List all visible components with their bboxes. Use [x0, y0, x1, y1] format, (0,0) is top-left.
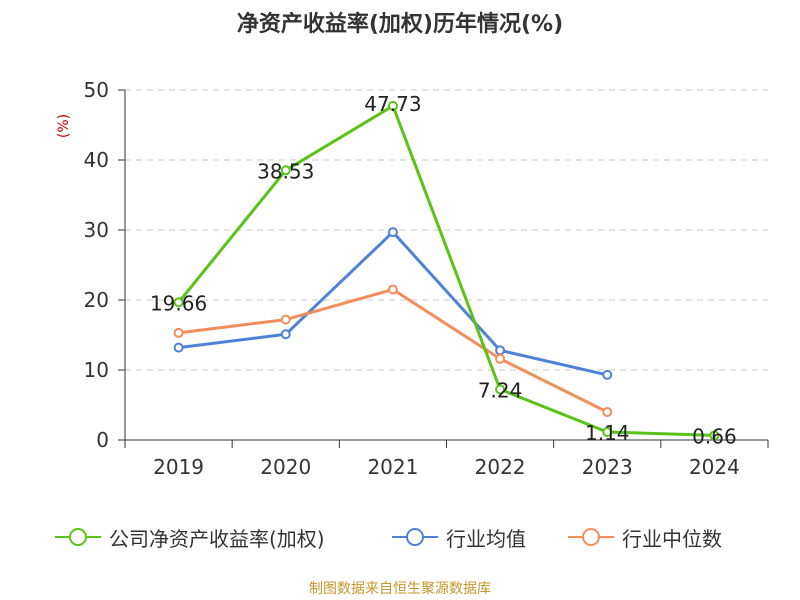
- y-tick-label-4: 40: [84, 148, 109, 172]
- x-tick-label-2020: 2020: [260, 455, 311, 479]
- series-1-point-2019: [173, 342, 184, 353]
- series-2-point-2023: [602, 407, 613, 417]
- series-1-point-2021: [387, 227, 398, 238]
- legend-item-industry-median[interactable]: 行业中位数: [568, 522, 722, 552]
- data-label-2024: 0.66: [692, 424, 737, 448]
- y-tick-label-2: 20: [84, 288, 109, 312]
- x-tick-label-2023: 2023: [582, 455, 633, 479]
- legend-item-company-roe[interactable]: 公司净资产收益率(加权): [55, 522, 325, 552]
- series-2-point-2019: [173, 327, 184, 338]
- series-0-point-2024: [709, 430, 720, 441]
- x-tick-label-2021: 2021: [367, 455, 418, 479]
- legend-label-company-roe: 公司净资产收益率(加权): [109, 526, 325, 551]
- data-label-2022: 7.24: [478, 378, 523, 402]
- y-axis-label: (%): [56, 114, 72, 138]
- series-2-point-2022: [495, 353, 506, 364]
- series-line-2: [178, 288, 608, 414]
- data-label-2019: 19.66: [150, 291, 207, 315]
- legend-label-industry-mean: 行业均值: [446, 526, 526, 551]
- series-1-point-2023: [602, 369, 613, 380]
- series-2-point-2020: [280, 314, 291, 325]
- series-0-point-2019: [173, 297, 184, 308]
- series-line-1: [178, 230, 608, 377]
- series-2-point-2021: [387, 284, 398, 295]
- x-tick-label-2024: 2024: [689, 455, 740, 479]
- series-1-point-2022: [495, 345, 506, 356]
- legend-marker-industry-median: [568, 528, 614, 546]
- series-line-0: [177, 104, 715, 437]
- legend-item-industry-mean[interactable]: 行业均值: [392, 522, 526, 552]
- y-tick-label-0: 0: [96, 428, 109, 452]
- x-tick-label-2019: 2019: [153, 455, 204, 479]
- chart-title: 净资产收益率(加权)历年情况(%): [236, 12, 564, 37]
- y-tick-label-5: 50: [84, 78, 109, 102]
- series-0-point-2020: [280, 165, 291, 176]
- legend-marker-company-roe: [55, 528, 101, 546]
- y-tick-label-3: 30: [84, 218, 109, 242]
- data-label-2021: 47.73: [364, 92, 421, 116]
- y-tick-label-1: 10: [84, 358, 109, 382]
- series-0-point-2023: [602, 427, 613, 438]
- data-label-2023: 1.14: [585, 421, 630, 445]
- x-tick-label-2022: 2022: [475, 455, 526, 479]
- data-label-2020: 38.53: [257, 159, 314, 183]
- series-0-point-2022: [495, 384, 506, 395]
- series-0-point-2021: [387, 100, 398, 111]
- data-source-note: 制图数据来自恒生聚源数据库: [309, 581, 491, 597]
- legend-label-industry-median: 行业中位数: [622, 526, 722, 551]
- legend-marker-industry-mean: [392, 528, 438, 546]
- series-1-point-2020: [280, 329, 291, 340]
